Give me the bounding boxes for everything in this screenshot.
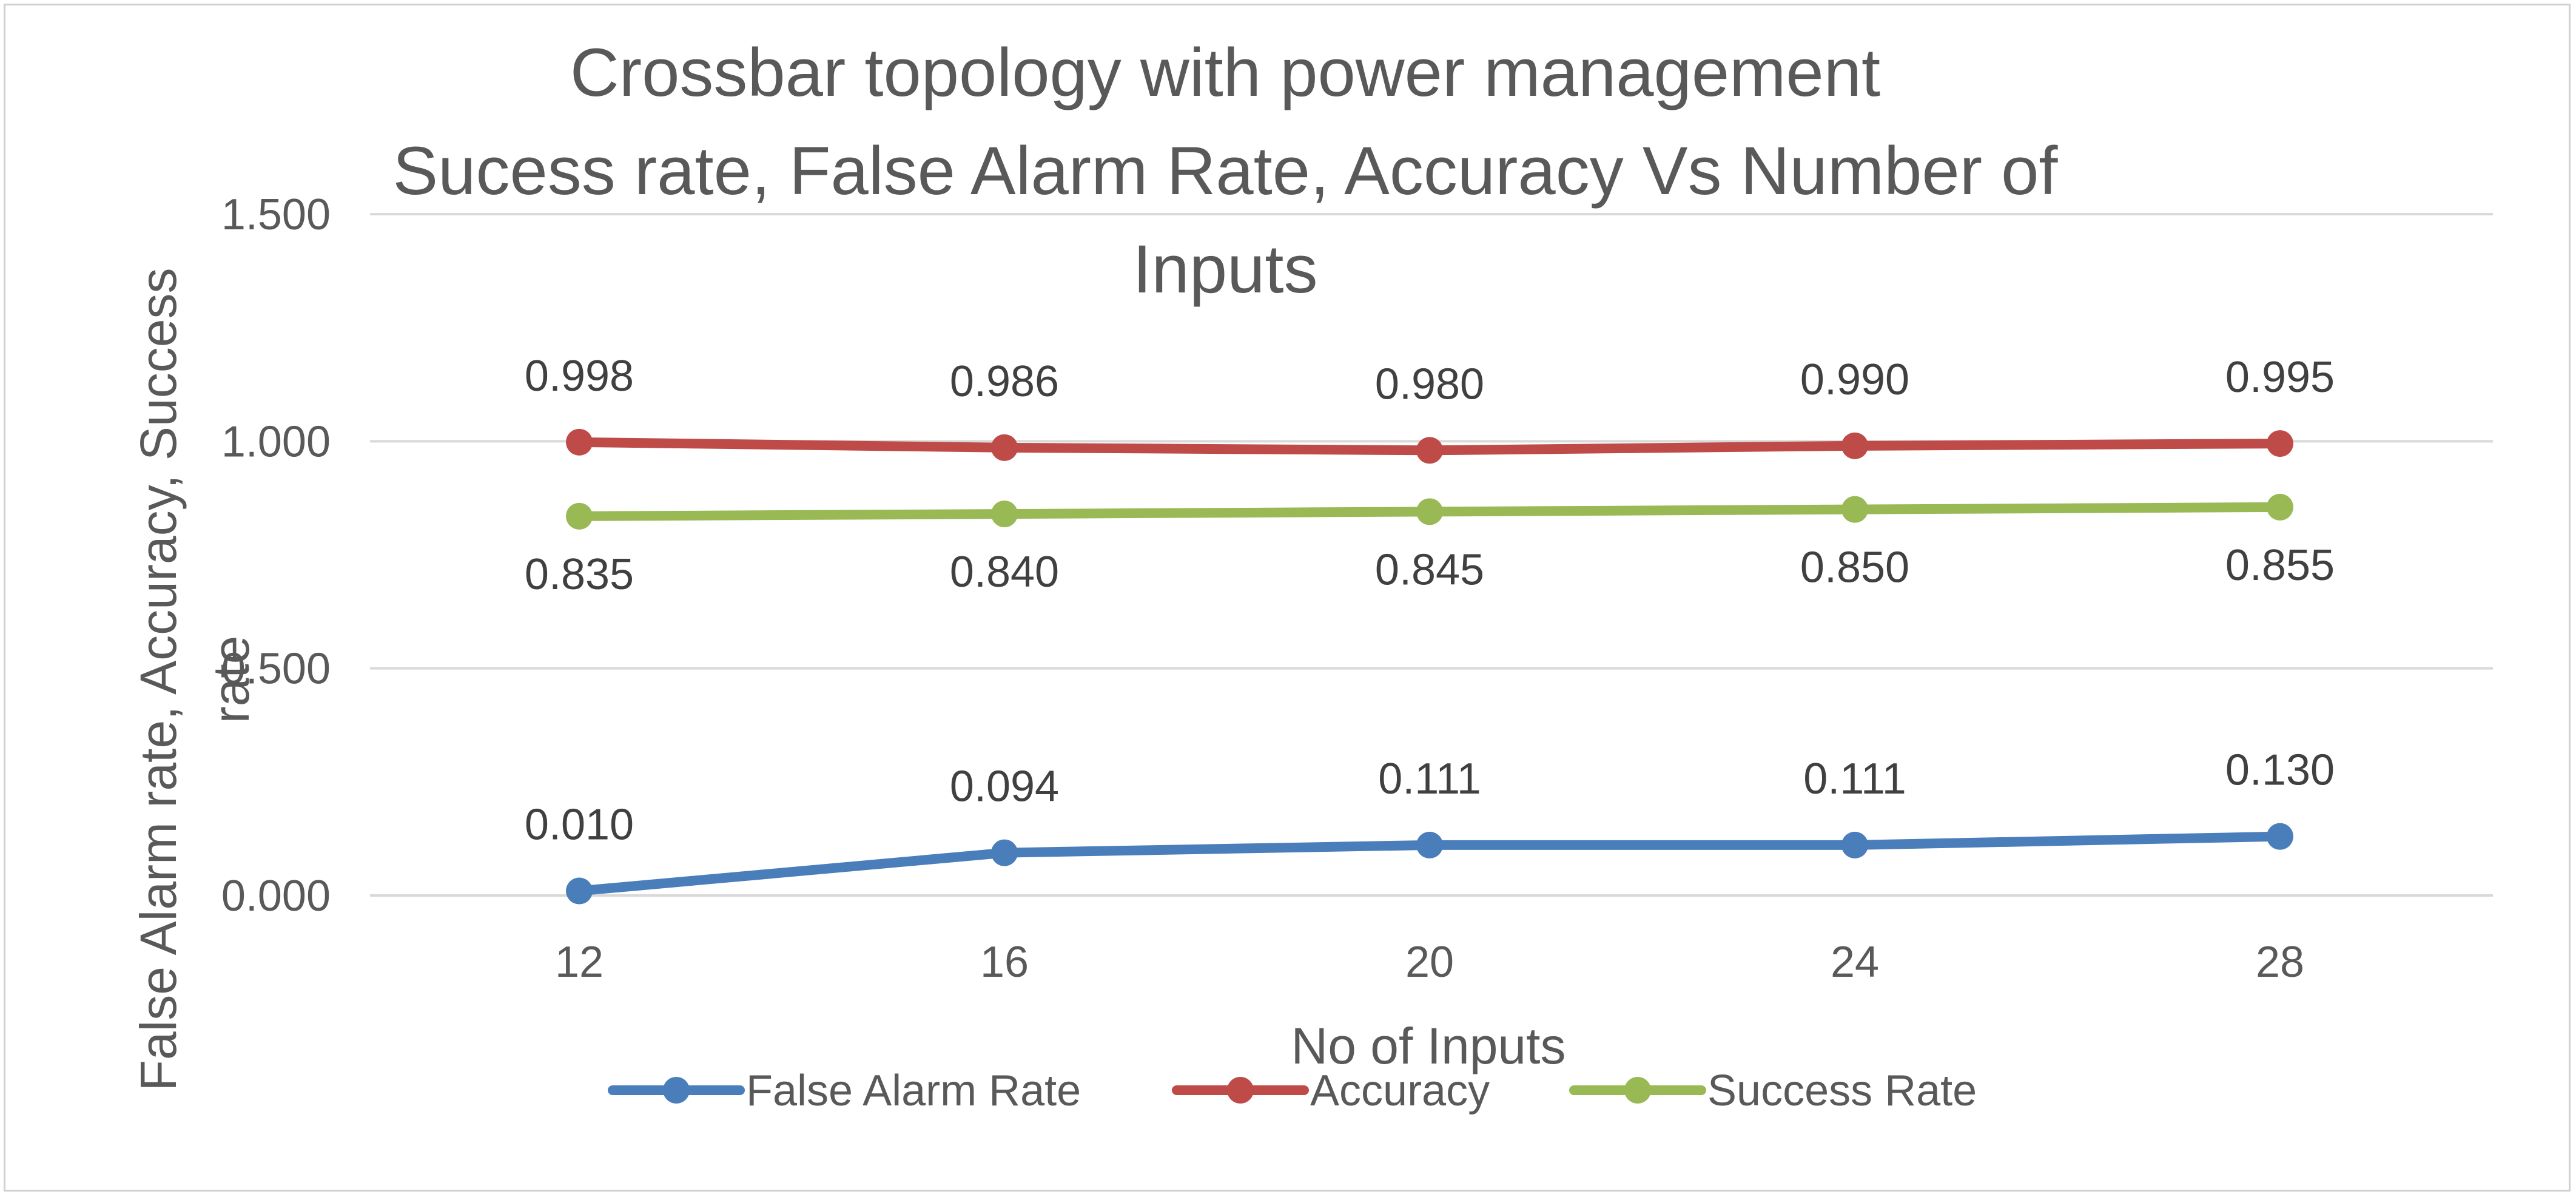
data-labels: 0.010 0.094 0.111 0.111 0.130 0.998 0.986 0.980… <box>525 352 2335 849</box>
false-alarm-rate-data-label: 0.130 <box>2225 746 2335 795</box>
legend-label: Accuracy <box>1310 1067 1490 1115</box>
legend: False Alarm Rate Accuracy Success Rate <box>608 1067 1977 1115</box>
series-lines <box>566 428 2293 905</box>
success-rate-data-label: 0.850 <box>1800 544 1909 592</box>
accuracy-point <box>1416 437 1443 464</box>
chart-title-line-2: Sucess rate, False Alarm Rate, Accuracy … <box>392 133 2058 209</box>
accuracy-point <box>566 428 593 456</box>
success-rate-data-label: 0.840 <box>950 548 1059 596</box>
success-rate-data-label: 0.835 <box>525 550 634 599</box>
success-rate-point <box>2267 493 2293 521</box>
false-alarm-rate-data-label: 0.111 <box>1378 755 1481 803</box>
false-alarm-rate-point <box>566 877 593 905</box>
false-alarm-rate-point <box>991 839 1018 866</box>
y-axis-ticks: 0.000 0.500 1.000 1.500 <box>221 191 331 920</box>
y-tick-label: 1.500 <box>221 191 331 239</box>
legend-swatch-marker <box>663 1077 690 1104</box>
y-axis-title: False Alarm rate, Accuracy, Success rate <box>130 268 260 1091</box>
legend-swatch-marker <box>1624 1077 1651 1104</box>
legend-label: False Alarm Rate <box>746 1067 1081 1115</box>
false-alarm-rate-point <box>1841 831 1868 858</box>
legend-swatch-marker <box>1227 1077 1254 1104</box>
chart-title: Crossbar topology with power management … <box>392 35 2058 307</box>
success-rate-data-label: 0.855 <box>2225 541 2335 590</box>
x-tick-label: 24 <box>1831 938 1879 986</box>
legend-item-accuracy: Accuracy <box>1172 1067 1490 1115</box>
y-tick-label: 0.000 <box>221 872 331 920</box>
accuracy-data-label: 0.998 <box>525 352 634 400</box>
accuracy-point <box>2267 430 2293 457</box>
success-rate-point <box>1416 498 1443 525</box>
false-alarm-rate-data-label: 0.094 <box>950 763 1059 811</box>
false-alarm-rate-data-label: 0.010 <box>525 801 634 849</box>
y-axis-title-line-2: rate <box>203 636 260 724</box>
x-tick-label: 16 <box>980 938 1029 986</box>
y-tick-label: 0.500 <box>221 645 331 693</box>
false-alarm-rate-data-label: 0.111 <box>1803 755 1906 803</box>
false-alarm-rate-point <box>1416 831 1443 858</box>
accuracy-data-label: 0.986 <box>950 357 1059 406</box>
x-tick-label: 20 <box>1405 938 1454 986</box>
success-rate-point <box>566 502 593 530</box>
y-axis-title-line-1: False Alarm rate, Accuracy, Success <box>130 268 187 1091</box>
legend-label: Success Rate <box>1707 1067 1977 1115</box>
legend-item-false-alarm-rate: False Alarm Rate <box>608 1067 1081 1115</box>
success-rate-data-label: 0.845 <box>1375 545 1484 594</box>
success-rate-point <box>1841 496 1868 523</box>
y-tick-label: 1.000 <box>221 417 331 466</box>
chart-title-line-3: Inputs <box>1132 231 1317 307</box>
accuracy-point <box>1841 432 1868 459</box>
accuracy-point <box>991 434 1018 461</box>
accuracy-data-label: 0.990 <box>1800 356 1909 404</box>
x-axis-title: No of Inputs <box>1291 1017 1566 1074</box>
accuracy-data-label: 0.995 <box>2225 353 2335 402</box>
success-rate-point <box>991 501 1018 528</box>
accuracy-data-label: 0.980 <box>1375 360 1484 408</box>
x-axis-ticks: 12 16 20 24 28 <box>555 938 2304 986</box>
legend-item-success-rate: Success Rate <box>1569 1067 1977 1115</box>
false-alarm-rate-point <box>2267 823 2293 850</box>
x-tick-label: 12 <box>555 938 604 986</box>
chart-title-line-1: Crossbar topology with power management <box>570 35 1880 110</box>
chart-frame <box>4 4 2571 1192</box>
x-tick-label: 28 <box>2256 938 2304 986</box>
